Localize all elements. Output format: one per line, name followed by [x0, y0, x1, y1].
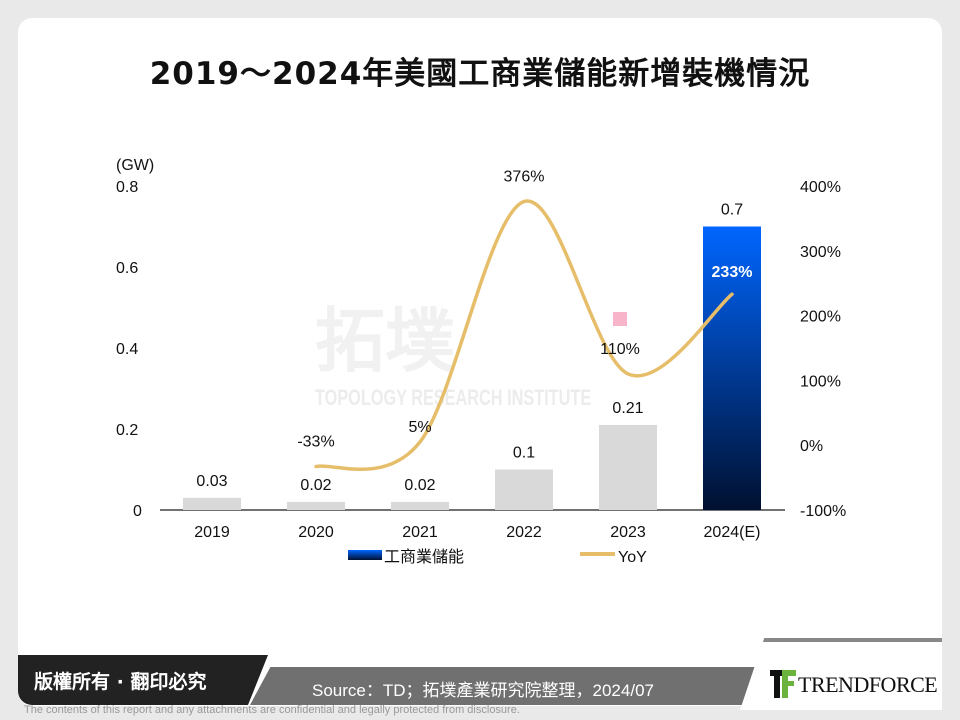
left-axis-unit: (GW) — [116, 157, 154, 174]
right-tick-label: 400% — [800, 179, 841, 196]
bar-2020 — [287, 501, 345, 510]
bar-2023 — [599, 424, 657, 510]
bar-value-label: 0.03 — [196, 473, 227, 490]
trendforce-logo: TRENDFORCE — [740, 638, 942, 710]
bar-value-label: 0.7 — [721, 202, 743, 219]
bar-2022 — [495, 469, 553, 510]
bar-2019 — [183, 497, 241, 510]
brand-text: TRENDFORCE — [798, 672, 938, 697]
trendforce-logo-icon — [770, 670, 796, 698]
right-tick-label: 0% — [800, 438, 823, 455]
left-tick-label: 0.2 — [116, 422, 138, 439]
left-tick-label: 0.6 — [116, 260, 138, 277]
bar-value-label: 0.02 — [404, 477, 435, 494]
x-tick-label: 2021 — [402, 524, 438, 541]
yoy-label: 110% — [600, 341, 640, 358]
right-tick-label: 100% — [800, 373, 841, 390]
x-tick-label: 2024(E) — [704, 524, 761, 541]
left-tick-label: 0.4 — [116, 341, 138, 358]
bar-value-label: 0.02 — [300, 477, 331, 494]
chart-title: 2019～2024年美國工商業儲能新增裝機情況 — [149, 56, 811, 92]
left-tick-label: 0.8 — [116, 179, 138, 196]
x-tick-label: 2023 — [610, 524, 646, 541]
watermark-en: TOPOLOGY RESEARCH INSTITUTE — [315, 385, 592, 410]
yoy-label: 233% — [712, 264, 753, 281]
yoy-label: -33% — [297, 434, 334, 451]
yoy-label: 5% — [408, 419, 431, 436]
legend-swatch-bar — [348, 550, 382, 560]
x-tick-label: 2022 — [506, 524, 542, 541]
bar-value-label: 0.1 — [513, 445, 535, 462]
copyright-text: 版權所有 · 翻印必究 — [34, 671, 207, 693]
disclaimer: The contents of this report and any atta… — [24, 704, 520, 716]
slide-card — [18, 18, 942, 706]
bar-value-label: 0.21 — [612, 400, 643, 417]
bar-2024(E) — [703, 226, 761, 510]
yoy-line — [314, 199, 734, 472]
legend-label-bar: 工商業儲能 — [384, 548, 464, 566]
right-tick-label: 200% — [800, 309, 841, 326]
yoy-label: 376% — [504, 169, 545, 186]
right-tick-label: 300% — [800, 244, 841, 261]
copyright-band: 版權所有 · 翻印必究 — [18, 655, 268, 705]
x-tick-label: 2019 — [194, 524, 230, 541]
left-tick-label: 0 — [133, 503, 142, 520]
right-tick-label: -100% — [800, 503, 846, 520]
source-band: Source：TD；拓墣產業研究院整理，2024/07 — [250, 667, 760, 705]
source-text: Source：TD；拓墣產業研究院整理，2024/07 — [312, 681, 654, 700]
legend-label-line: YoY — [618, 549, 647, 566]
watermark-cn: 拓墣 — [315, 300, 455, 382]
bar-2021 — [391, 501, 449, 510]
decorative-marker — [613, 312, 627, 326]
x-tick-label: 2020 — [298, 524, 334, 541]
